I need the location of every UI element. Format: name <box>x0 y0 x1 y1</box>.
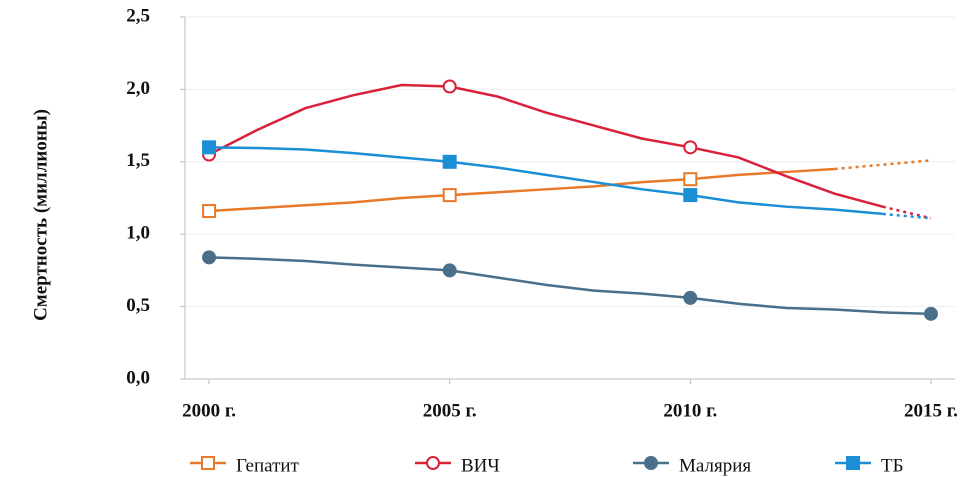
series-line <box>208 167 835 213</box>
y-tick-label: 0,0 <box>126 367 150 388</box>
legend-label: ТБ <box>881 455 904 476</box>
y-tick-label: 2,0 <box>126 78 150 99</box>
legend-label: Гепатит <box>236 455 300 476</box>
marker <box>202 250 217 265</box>
marker <box>202 204 217 219</box>
y-tick-label: 2,5 <box>126 5 150 26</box>
series-line-projected <box>882 205 932 220</box>
marker <box>202 140 217 155</box>
marker <box>683 172 698 187</box>
x-tick-label: 2000 г. <box>182 400 236 421</box>
marker <box>442 154 457 169</box>
legend-marker <box>846 456 860 470</box>
marker <box>683 290 698 305</box>
series-line <box>209 146 883 216</box>
marker <box>442 188 457 203</box>
marker <box>683 140 698 155</box>
legend-marker <box>201 456 215 470</box>
marker <box>683 188 698 203</box>
series-line <box>209 256 931 316</box>
marker <box>923 306 938 321</box>
y-tick-label: 1,5 <box>126 150 150 171</box>
y-axis-label: Смертность (миллионы) <box>30 109 51 321</box>
y-tick-label: 0,5 <box>126 295 150 316</box>
x-tick-label: 2010 г. <box>663 400 717 421</box>
x-tick-label: 2005 г. <box>423 400 477 421</box>
series-line-projected <box>834 159 932 171</box>
legend-label: ВИЧ <box>461 455 500 476</box>
legend-marker <box>644 456 658 470</box>
y-tick-label: 1,0 <box>126 223 150 244</box>
marker <box>442 79 457 94</box>
legend-marker <box>426 456 440 470</box>
series-line-projected <box>882 212 932 220</box>
series-line <box>208 83 884 208</box>
x-tick-label: 2015 г. <box>904 400 958 421</box>
legend-label: Малярия <box>679 455 751 476</box>
marker <box>442 263 457 278</box>
